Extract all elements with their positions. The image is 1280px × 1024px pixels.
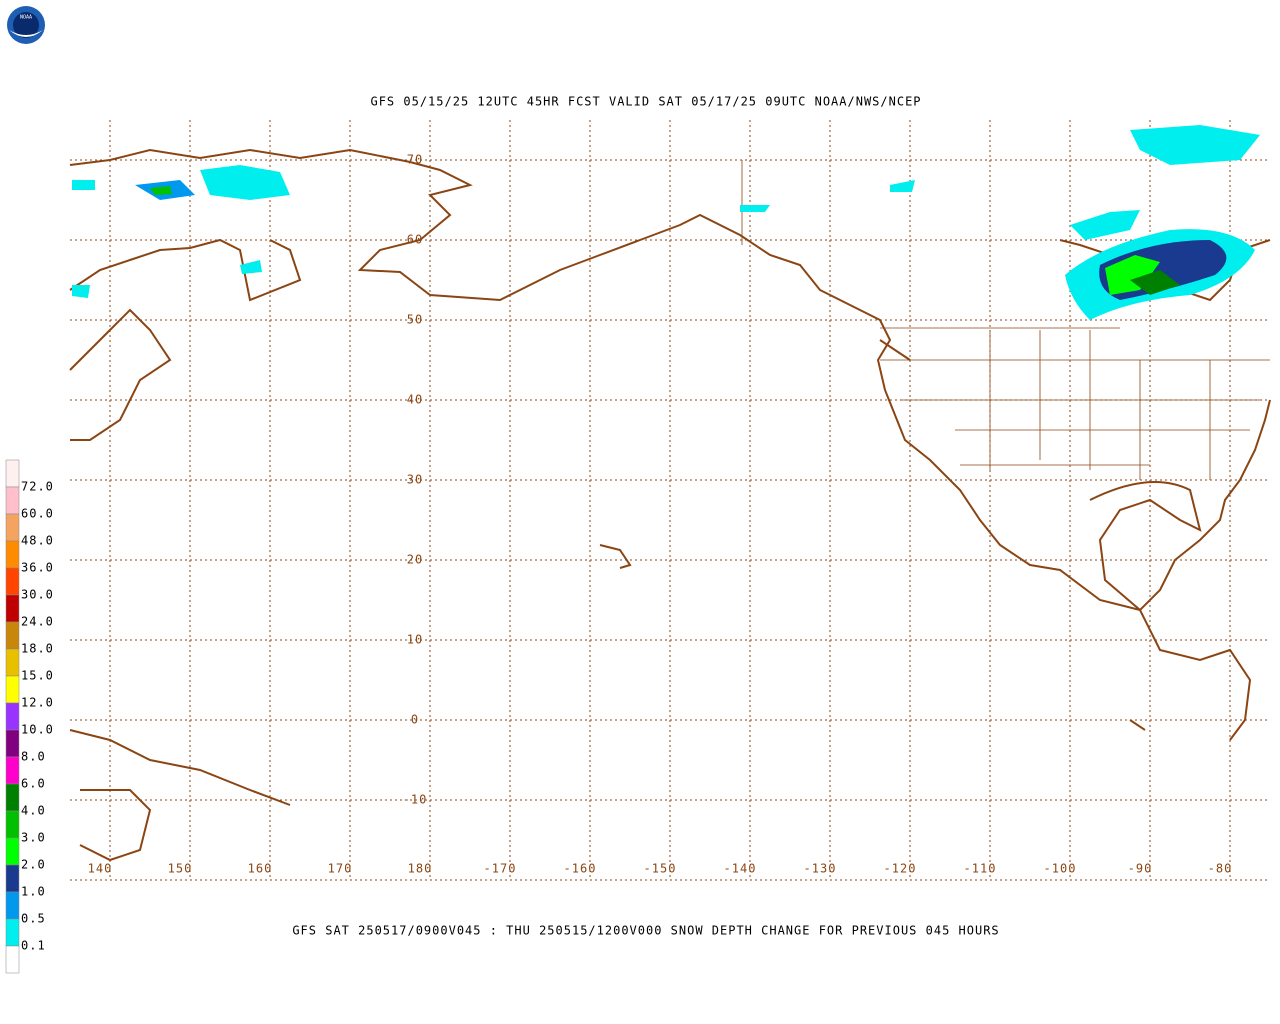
lon-label: -170 xyxy=(484,862,517,876)
legend-swatch xyxy=(5,675,20,704)
lon-label: -140 xyxy=(724,862,757,876)
legend-label: 48.0 xyxy=(21,534,54,548)
legend-swatch xyxy=(5,648,20,677)
legend-swatch xyxy=(5,945,20,974)
lon-label: -100 xyxy=(1044,862,1077,876)
legend-swatch xyxy=(5,918,20,947)
noaa-logo: NOAA xyxy=(7,6,45,44)
legend-label: 2.0 xyxy=(21,858,46,872)
legend-swatch xyxy=(5,864,20,893)
legend-swatch xyxy=(5,891,20,920)
legend-label: 24.0 xyxy=(21,615,54,629)
lon-label: 180 xyxy=(408,862,433,876)
caption: GFS SAT 250517/0900V045 : THU 250515/120… xyxy=(292,924,999,938)
lon-label: -80 xyxy=(1208,862,1233,876)
lat-label: 20 xyxy=(407,553,423,567)
lat-label: 50 xyxy=(407,313,423,327)
legend-label: 10.0 xyxy=(21,723,54,737)
lon-label: -130 xyxy=(804,862,837,876)
legend-label: 0.1 xyxy=(21,939,46,953)
legend-swatch xyxy=(5,513,20,542)
lat-label: 0 xyxy=(411,713,419,727)
lon-label: -120 xyxy=(884,862,917,876)
legend-label: 8.0 xyxy=(21,750,46,764)
legend-label: 12.0 xyxy=(21,696,54,710)
legend-swatch xyxy=(5,459,20,488)
snow-areas xyxy=(72,125,1260,320)
lon-label: 150 xyxy=(168,862,193,876)
lon-label: -150 xyxy=(644,862,677,876)
lon-label: -160 xyxy=(564,862,597,876)
lon-label: 170 xyxy=(328,862,353,876)
legend-swatch xyxy=(5,540,20,569)
legend-label: 0.5 xyxy=(21,912,46,926)
legend-swatch xyxy=(5,837,20,866)
legend-label: 36.0 xyxy=(21,561,54,575)
state-borders xyxy=(741,160,1270,480)
title: GFS 05/15/25 12UTC 45HR FCST VALID SAT 0… xyxy=(370,95,921,109)
lat-label: 10 xyxy=(407,633,423,647)
legend-swatch xyxy=(5,810,20,839)
lat-label: 30 xyxy=(407,473,423,487)
legend-label: 4.0 xyxy=(21,804,46,818)
lon-label: -90 xyxy=(1128,862,1153,876)
legend-swatch xyxy=(5,486,20,515)
lat-label: 40 xyxy=(407,393,423,407)
legend-label: 72.0 xyxy=(21,480,54,494)
lon-label: 160 xyxy=(248,862,273,876)
legend: 72.0 60.0 48.0 36.0 30.0 24.0 18.0 15.0 12.0 10.0… xyxy=(5,459,54,974)
legend-label: 3.0 xyxy=(21,831,46,845)
legend-label: 30.0 xyxy=(21,588,54,602)
legend-swatch xyxy=(5,567,20,596)
legend-swatch xyxy=(5,621,20,650)
legend-swatch xyxy=(5,756,20,785)
legend-swatch xyxy=(5,702,20,731)
legend-swatch xyxy=(5,729,20,758)
legend-label: 15.0 xyxy=(21,669,54,683)
lon-label: -110 xyxy=(964,862,997,876)
legend-label: 1.0 xyxy=(21,885,46,899)
legend-label: 60.0 xyxy=(21,507,54,521)
legend-swatch xyxy=(5,594,20,623)
lon-label: 140 xyxy=(88,862,113,876)
logo-text: NOAA xyxy=(20,15,32,21)
legend-label: 18.0 xyxy=(21,642,54,656)
legend-swatch xyxy=(5,783,20,812)
legend-label: 6.0 xyxy=(21,777,46,791)
lat-label: -10 xyxy=(403,793,428,807)
